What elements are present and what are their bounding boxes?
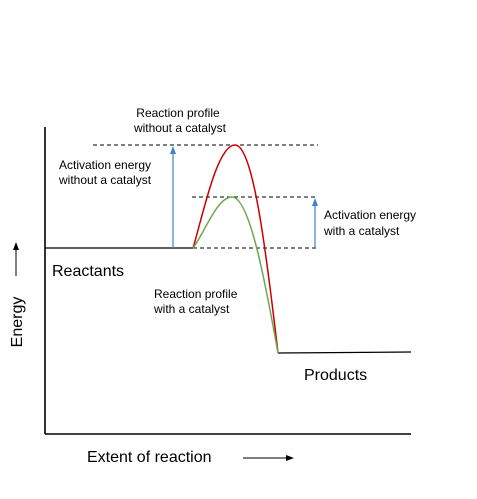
x-axis-label: Extent of reaction [87,449,212,466]
products-level-line [277,351,412,354]
green-profile-label-line2: with a catalyst [153,302,230,316]
catalysed-profile-curve [192,196,279,354]
y-axis-label: Energy [9,297,26,348]
activation-energy-uncatalysed-label-line2: without a catalyst [58,173,152,187]
activation-energy-uncatalysed-label-line1: Activation energy [59,158,151,172]
activation-energy-catalysed-label-line2: with a catalyst [323,224,400,238]
green-profile-label-line1: Reaction profile [154,287,238,301]
activation-energy-catalysed-label-line1: Activation energy [324,208,416,222]
reactants-label: Reactants [52,263,124,280]
uncatalysed-profile-curve [192,144,279,354]
red-profile-label-line1: Reaction profile [136,106,220,120]
products-label: Products [304,367,367,384]
red-profile-label-line2: without a catalyst [133,121,227,135]
